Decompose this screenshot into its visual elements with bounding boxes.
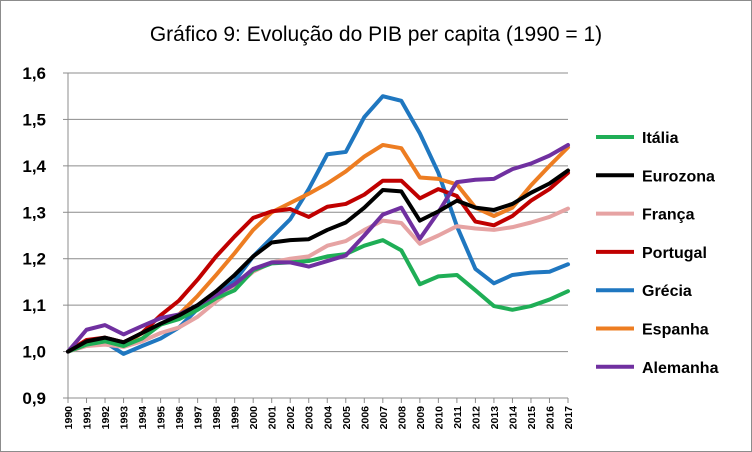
x-tick-label: 2009	[415, 406, 427, 430]
x-tick-label: 2012	[470, 406, 482, 430]
y-tick-label: 1,0	[22, 343, 46, 362]
legend-label-italia: Itália	[642, 130, 679, 147]
x-tick-label: 1992	[100, 406, 112, 430]
x-tick-label: 2016	[544, 406, 556, 430]
y-tick-label: 1,6	[22, 64, 46, 83]
legend-label-espanha: Espanha	[642, 322, 709, 339]
series-line-franca	[66, 206, 570, 354]
x-tick-label: 2011	[452, 406, 464, 429]
y-tick-label: 1,1	[22, 296, 46, 315]
series-lines	[66, 94, 570, 356]
x-tick-label: 1995	[156, 406, 168, 430]
legend-label-eurozona: Eurozona	[642, 168, 715, 185]
x-tick-label: 1998	[211, 406, 223, 430]
series-line-italia	[66, 238, 570, 354]
x-tick-label: 1999	[230, 406, 242, 430]
x-tick-label: 2006	[359, 406, 371, 430]
x-tick-label: 2013	[489, 406, 501, 430]
x-tick-label: 2014	[507, 406, 519, 430]
x-tick-label: 2004	[322, 406, 334, 430]
x-tick-label: 2005	[341, 406, 353, 430]
series-line-grecia	[66, 94, 570, 356]
y-tick-label: 1,5	[22, 110, 46, 129]
x-tick-label: 2007	[378, 406, 390, 430]
series-line-alemanha	[66, 142, 570, 354]
y-axis-ticks: 0,9 1,0 1,1 1,2 1,3 1,4 1,5 1,6	[22, 64, 46, 408]
x-tick-label: 1996	[174, 406, 186, 430]
x-axis-ticks: 1990 1991 1992 1993 1994 1995 1996 1997 1998 1999…	[63, 406, 575, 430]
x-tick-label: 2002	[285, 406, 297, 430]
y-tick-label: 0,9	[22, 389, 46, 408]
x-tick-label: 2000	[248, 406, 260, 430]
legend: Itália Eurozona França Portugal Grécia Espanh…	[596, 130, 719, 377]
x-tick-label: 1997	[193, 406, 205, 430]
legend-label-franca: França	[642, 207, 695, 224]
x-tick-label: 1993	[119, 406, 131, 430]
axes	[67, 73, 569, 403]
x-tick-label: 1990	[63, 406, 75, 430]
x-tick-label: 2015	[526, 406, 538, 430]
legend-label-portugal: Portugal	[642, 245, 707, 262]
series-line-espanha	[66, 142, 570, 354]
y-tick-label: 1,3	[22, 203, 46, 222]
x-tick-label: 2017	[563, 406, 575, 430]
x-tick-label: 2003	[304, 406, 316, 430]
legend-label-alemanha: Alemanha	[642, 360, 719, 377]
x-tick-label: 2001	[267, 406, 279, 430]
y-tick-label: 1,4	[22, 157, 46, 176]
legend-label-grecia: Grécia	[642, 283, 692, 300]
x-tick-label: 1991	[82, 406, 94, 430]
x-tick-label: 2008	[396, 406, 408, 430]
x-tick-label: 2010	[433, 406, 445, 430]
x-tick-label: 1994	[137, 406, 149, 430]
series-line-eurozona	[66, 168, 570, 354]
y-tick-label: 1,2	[22, 250, 46, 269]
chart-title: Gráfico 9: Evolução do PIB per capita (1…	[150, 23, 602, 46]
